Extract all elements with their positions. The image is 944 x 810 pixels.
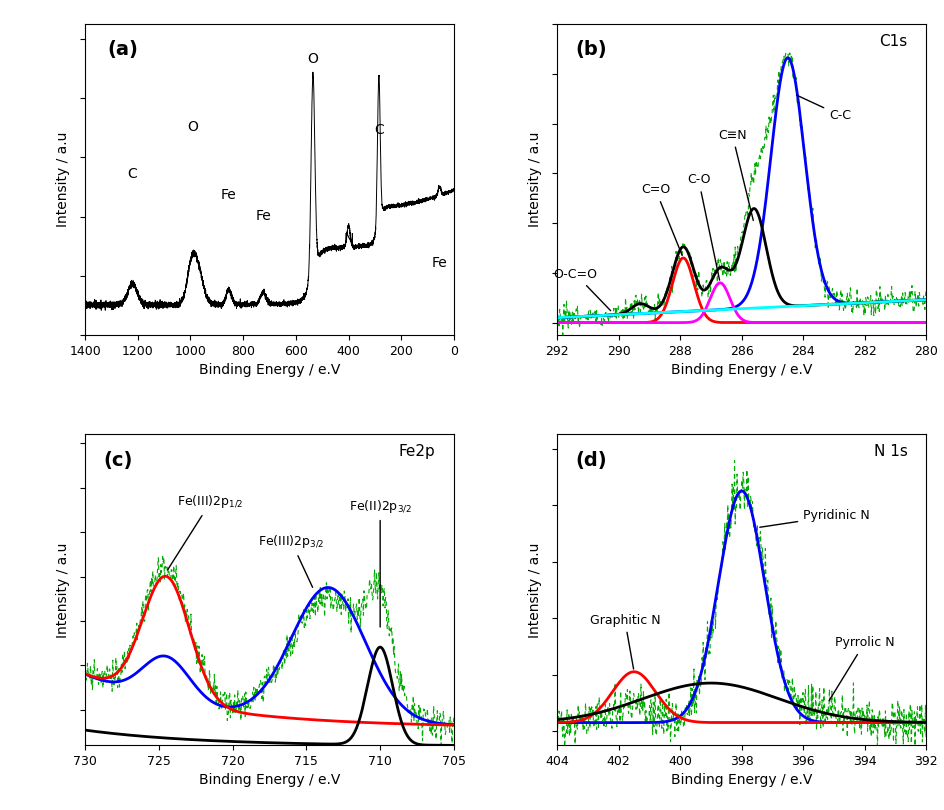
Text: Fe(II)2p$_{3/2}$: Fe(II)2p$_{3/2}$ <box>348 498 412 627</box>
Text: O-C=O: O-C=O <box>553 268 610 311</box>
Text: N 1s: N 1s <box>873 444 906 459</box>
Text: C1s: C1s <box>879 34 906 49</box>
Y-axis label: Intensity / a.u: Intensity / a.u <box>528 132 541 228</box>
Text: C=O: C=O <box>640 183 682 255</box>
Text: C: C <box>374 123 383 137</box>
Text: C-C: C-C <box>796 95 851 122</box>
Text: C: C <box>127 167 137 181</box>
Text: Fe: Fe <box>255 209 271 223</box>
Text: N: N <box>343 232 353 246</box>
Text: Graphitic N: Graphitic N <box>589 614 660 669</box>
Y-axis label: Intensity / a.u: Intensity / a.u <box>56 132 70 228</box>
X-axis label: Binding Energy / e.V: Binding Energy / e.V <box>198 774 340 787</box>
Text: (b): (b) <box>575 40 607 59</box>
Text: (d): (d) <box>575 450 607 470</box>
X-axis label: Binding Energy / e.V: Binding Energy / e.V <box>198 364 340 377</box>
Y-axis label: Intensity / a.u: Intensity / a.u <box>56 542 70 637</box>
Text: (a): (a) <box>107 40 138 59</box>
Text: Fe: Fe <box>221 188 236 202</box>
X-axis label: Binding Energy / e.V: Binding Energy / e.V <box>670 364 812 377</box>
Text: C≡N: C≡N <box>717 129 752 220</box>
Text: Fe: Fe <box>431 256 447 270</box>
Text: Fe(III)2p$_{1/2}$: Fe(III)2p$_{1/2}$ <box>167 494 244 569</box>
Text: Pyrrolic N: Pyrrolic N <box>828 637 893 701</box>
Y-axis label: Intensity / a.u: Intensity / a.u <box>528 542 541 637</box>
Text: O: O <box>188 120 198 134</box>
Text: C-O: C-O <box>686 173 718 280</box>
Text: Pyridinic N: Pyridinic N <box>759 509 869 527</box>
Text: Fe(III)2p$_{3/2}$: Fe(III)2p$_{3/2}$ <box>258 534 325 587</box>
Text: (c): (c) <box>104 450 133 470</box>
Text: O: O <box>307 52 318 66</box>
X-axis label: Binding Energy / e.V: Binding Energy / e.V <box>670 774 812 787</box>
Text: Fe2p: Fe2p <box>398 444 435 459</box>
